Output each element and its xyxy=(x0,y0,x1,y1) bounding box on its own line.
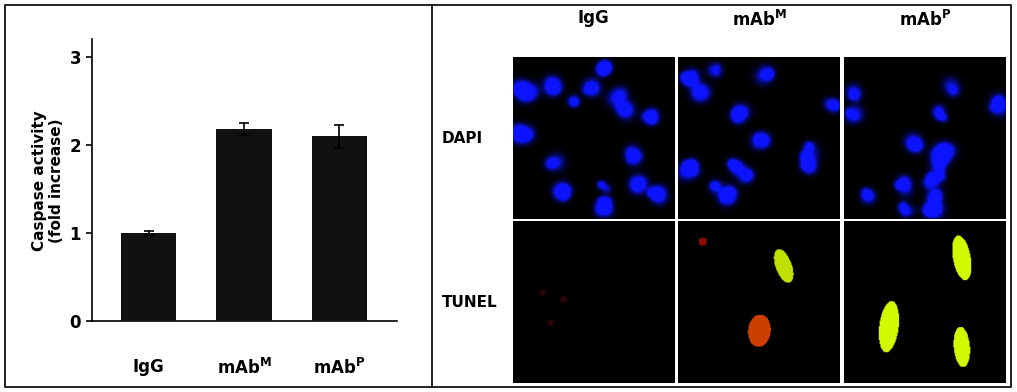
Text: IgG: IgG xyxy=(133,358,165,376)
Bar xyxy=(121,233,176,321)
Text: DAPI: DAPI xyxy=(441,131,482,146)
Text: TUNEL: TUNEL xyxy=(441,295,497,310)
Text: $\mathbf{mAb^{M}}$: $\mathbf{mAb^{M}}$ xyxy=(732,9,786,29)
Text: IgG: IgG xyxy=(578,9,609,27)
Bar xyxy=(217,129,272,321)
Text: $\mathbf{mAb^{M}}$: $\mathbf{mAb^{M}}$ xyxy=(217,358,272,378)
Text: $\mathbf{mAb^{P}}$: $\mathbf{mAb^{P}}$ xyxy=(313,358,366,378)
Text: $\mathbf{mAb^{P}}$: $\mathbf{mAb^{P}}$ xyxy=(899,9,951,29)
Bar xyxy=(312,136,367,321)
Y-axis label: Caspase activity
(fold increase): Caspase activity (fold increase) xyxy=(32,110,64,251)
